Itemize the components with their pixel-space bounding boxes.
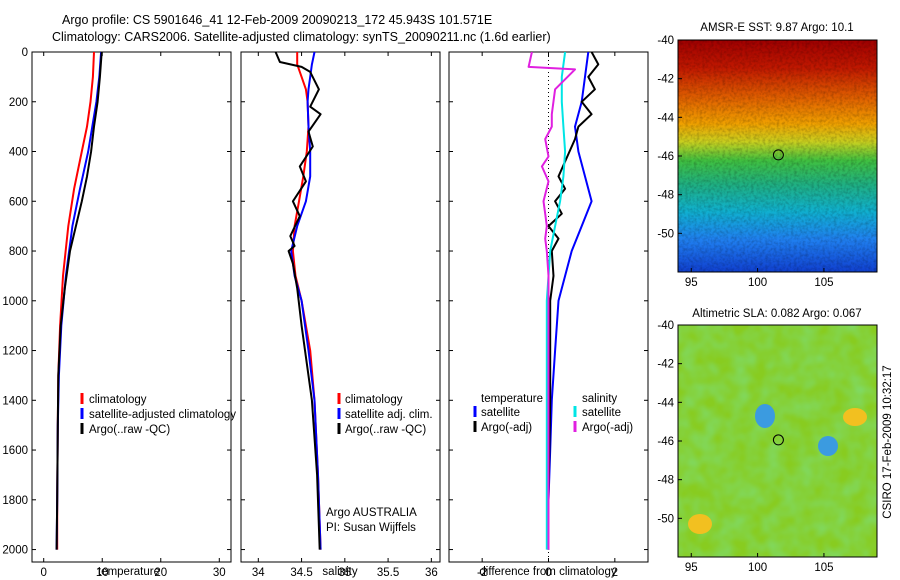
difference-series-line-4 — [527, 52, 576, 550]
sst-map-y-tick-label: -42 — [657, 74, 674, 86]
sst-map-tick-group: 95 100 105 -40 -42 -44 -46 -48 -50 — [657, 35, 833, 289]
salinity-panel: 34 34.5 35 35.5 36 salinity climatology sate… — [240, 51, 441, 579]
sla-map-x-tick-label: 95 — [685, 562, 698, 574]
sst-heatmap-texture — [678, 40, 877, 272]
sst-argo-position-marker — [772, 149, 784, 161]
temperature-y-tick-label: 1800 — [2, 495, 28, 507]
sst-map-y-tick-label: -44 — [657, 112, 674, 124]
salinity-series-line-3 — [274, 52, 322, 550]
salinity-x-tick-label: 34 — [252, 567, 265, 579]
salinity-legend-satellite: satellite adj. clim. — [345, 409, 433, 421]
temperature-y-tick-label: 0 — [22, 47, 28, 59]
salinity-x-tick-label: 35.5 — [377, 567, 399, 579]
sla-map-x-tick-label: 105 — [814, 562, 833, 574]
temperature-x-tick-label: 10 — [96, 567, 109, 579]
header-line2: Climatology: CARS2006. Satellite-adjuste… — [52, 30, 551, 44]
sla-map-title: Altimetric SLA: 0.082 Argo: 0.067 — [692, 308, 861, 320]
difference-legend-sal-satellite: satellite — [582, 407, 621, 419]
salinity-series-group — [274, 52, 322, 550]
sla-low-anomaly-a — [755, 404, 775, 428]
temperature-y-tick-label: 400 — [9, 147, 28, 159]
temperature-x-tick-label: 20 — [154, 567, 167, 579]
difference-legend-temp-satellite: satellite — [481, 407, 520, 419]
temperature-panel: 0 10 20 30 0 200 400 600 800 1000 1200 1400 1600 1800… — [2, 47, 236, 579]
temperature-tick-group: 0 10 20 30 0 200 400 600 800 1000 1200 1400 1600 1800… — [2, 47, 231, 579]
sst-map-x-tick-label: 95 — [685, 277, 698, 289]
difference-x-tick-label: -2 — [477, 567, 487, 579]
temperature-y-tick-label: 800 — [9, 246, 28, 258]
sst-map-x-tick-label: 100 — [748, 277, 767, 289]
temperature-plot-frame — [31, 51, 232, 563]
sst-map-panel: AMSR-E SST: 9.87 Argo: 10.1 95 100 105 -40 -… — [657, 22, 878, 289]
sst-map-y-tick-label: -48 — [657, 190, 674, 202]
salinity-annotation-line2: PI: Susan Wijffels — [326, 522, 416, 534]
sst-map-title: AMSR-E SST: 9.87 Argo: 10.1 — [700, 22, 853, 34]
temperature-legend-satellite: satellite-adjusted climatology — [89, 409, 236, 421]
sla-high-anomaly-a — [843, 408, 867, 426]
sla-side-label: CSIRO 17-Feb-2009 10:32:17 — [882, 365, 894, 518]
temperature-y-tick-label: 1200 — [2, 346, 28, 358]
difference-x-tick-label: 2 — [612, 567, 618, 579]
difference-series-line-1 — [547, 52, 593, 550]
difference-legend-temp-argo: Argo(-adj) — [481, 422, 532, 434]
header-line1: Argo profile: CS 5901646_41 12-Feb-2009 … — [62, 13, 492, 27]
difference-series-group — [527, 52, 600, 550]
difference-x-tick-label: 0 — [545, 567, 551, 579]
temperature-legend: climatology satellite-adjusted climatolo… — [80, 393, 236, 436]
sla-map-y-tick-label: -46 — [657, 436, 674, 448]
difference-tick-group: -2 0 2 — [449, 51, 648, 579]
sla-heatmap-texture — [678, 325, 877, 557]
sst-map-y-tick-label: -50 — [657, 228, 674, 240]
difference-panel: -2 0 2 difference from climatology tempera… — [448, 51, 649, 579]
sla-high-anomaly-b — [688, 514, 712, 534]
salinity-legend-climatology: climatology — [345, 394, 403, 406]
temperature-series-line-3 — [55, 52, 103, 550]
sla-map-x-tick-label: 100 — [748, 562, 767, 574]
temperature-legend-argo: Argo(..raw -QC) — [89, 424, 170, 436]
salinity-x-tick-label: 35 — [338, 567, 351, 579]
difference-x-label: difference from climatology — [479, 566, 616, 578]
difference-series-line-2 — [547, 52, 600, 550]
salinity-legend: climatology satellite adj. clim. Argo(..… — [337, 393, 433, 436]
difference-legend-salinity-heading: salinity — [582, 393, 617, 405]
difference-legend: temperature satellite Argo(-adj) salinit… — [473, 393, 633, 434]
temperature-y-tick-label: 1400 — [2, 395, 28, 407]
sst-map-x-tick-label: 105 — [814, 277, 833, 289]
salinity-series-line-2 — [290, 52, 322, 550]
sla-map-y-tick-label: -50 — [657, 513, 674, 525]
temperature-x-tick-label: 0 — [41, 567, 47, 579]
sla-map-y-tick-label: -44 — [657, 397, 674, 409]
salinity-x-tick-label: 36 — [425, 567, 438, 579]
temperature-y-tick-label: 1600 — [2, 445, 28, 457]
sla-low-anomaly-b — [818, 436, 838, 456]
salinity-legend-argo: Argo(..raw -QC) — [345, 424, 426, 436]
salinity-tick-group: 34 34.5 35 35.5 36 — [241, 51, 440, 579]
salinity-annotation-line1: Argo AUSTRALIA — [326, 507, 417, 519]
temperature-x-tick-label: 30 — [213, 567, 226, 579]
difference-legend-temperature-heading: temperature — [481, 393, 543, 405]
difference-legend-sal-argo: Argo(-adj) — [582, 422, 633, 434]
sla-map-y-tick-label: -40 — [657, 320, 674, 332]
sla-map-y-tick-label: -48 — [657, 475, 674, 487]
salinity-series-line-1 — [291, 52, 322, 550]
difference-series-line-3 — [545, 52, 567, 550]
salinity-plot-frame — [240, 51, 441, 563]
temperature-y-tick-label: 600 — [9, 196, 28, 208]
sla-map-panel: Altimetric SLA: 0.082 Argo: 0.067 95 100 1… — [657, 308, 894, 574]
sst-map-y-tick-label: -46 — [657, 151, 674, 163]
temperature-legend-climatology: climatology — [89, 394, 147, 406]
temperature-y-tick-label: 200 — [9, 97, 28, 109]
salinity-x-label: salinity — [322, 566, 357, 578]
salinity-x-tick-label: 34.5 — [290, 567, 312, 579]
temperature-y-tick-label: 2000 — [2, 545, 28, 557]
sla-argo-position-marker — [772, 434, 784, 446]
sla-map-y-tick-label: -42 — [657, 359, 674, 371]
temperature-y-tick-label: 1000 — [2, 296, 28, 308]
temperature-series-group — [55, 52, 103, 550]
temperature-x-label: temperature — [98, 566, 160, 578]
sla-map-tick-group: 95 100 105 -40 -42 -44 -46 -48 -50 — [657, 320, 833, 574]
sst-map-y-tick-label: -40 — [657, 35, 674, 47]
